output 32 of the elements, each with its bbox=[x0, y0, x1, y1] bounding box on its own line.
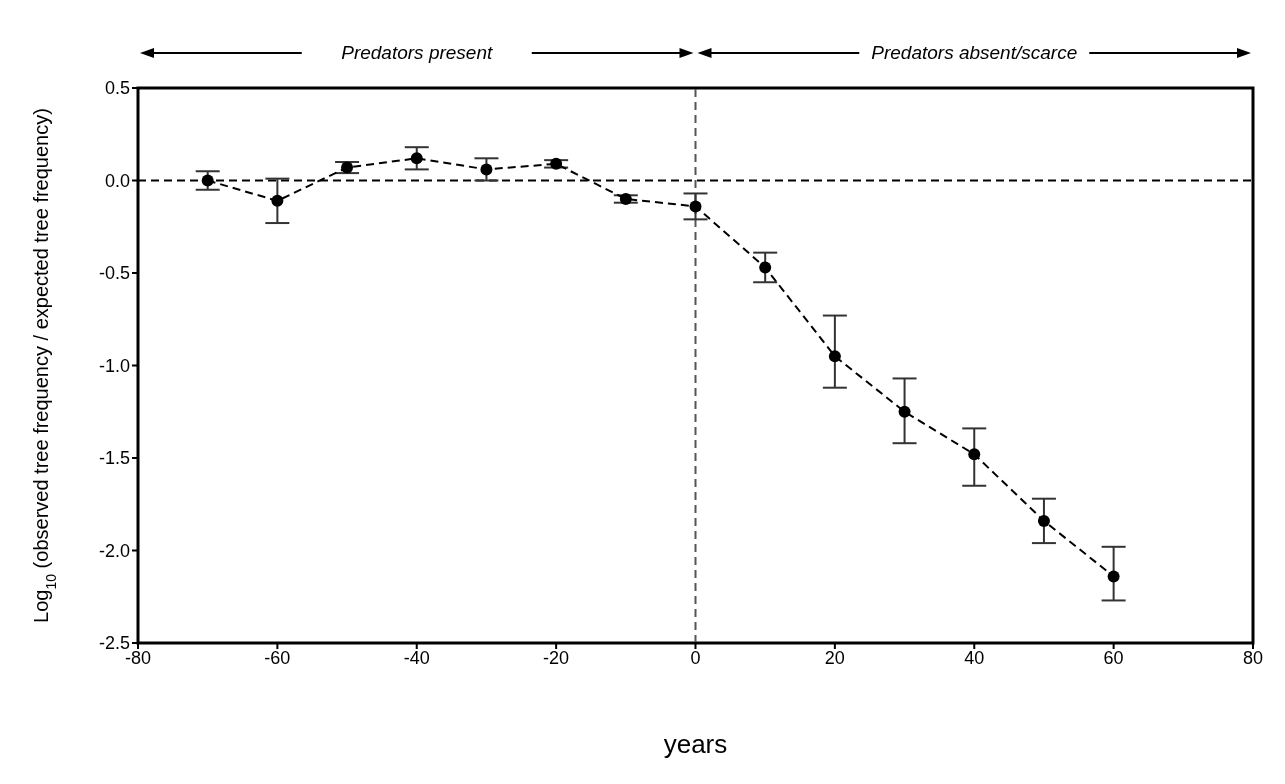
x-tick-label: -20 bbox=[543, 647, 570, 668]
y-tick-label: -1.0 bbox=[98, 355, 130, 376]
point bbox=[828, 350, 841, 363]
y-tick-label: 0.0 bbox=[104, 170, 130, 191]
text: Predators present bbox=[341, 42, 493, 63]
x-tick-label: -40 bbox=[403, 647, 430, 668]
x-axis-title: years bbox=[663, 729, 728, 759]
point bbox=[550, 157, 563, 170]
y-tick-label: -2.5 bbox=[98, 633, 130, 654]
y-tick-label: -1.5 bbox=[98, 448, 130, 469]
point bbox=[759, 261, 772, 274]
y-tick-label: 0.5 bbox=[104, 78, 130, 99]
point bbox=[341, 161, 354, 174]
point bbox=[201, 174, 214, 187]
y-tick-label: -0.5 bbox=[98, 263, 130, 284]
x-tick-label: 40 bbox=[964, 647, 985, 668]
point bbox=[968, 448, 981, 461]
x-tick-label: 60 bbox=[1103, 647, 1124, 668]
point bbox=[410, 152, 423, 165]
point bbox=[689, 200, 702, 213]
x-tick-label: -60 bbox=[264, 647, 291, 668]
x-tick-label: 80 bbox=[1242, 647, 1264, 668]
text: Predators absent/scarce bbox=[871, 42, 1078, 63]
point bbox=[1107, 570, 1120, 583]
point bbox=[619, 193, 632, 205]
point bbox=[898, 405, 911, 418]
point bbox=[1037, 514, 1050, 527]
x-tick-label: 20 bbox=[824, 647, 845, 668]
point bbox=[271, 194, 284, 207]
point bbox=[480, 163, 493, 176]
y-tick-label: -2.0 bbox=[98, 540, 130, 561]
x-tick-label: 0 bbox=[690, 647, 701, 668]
